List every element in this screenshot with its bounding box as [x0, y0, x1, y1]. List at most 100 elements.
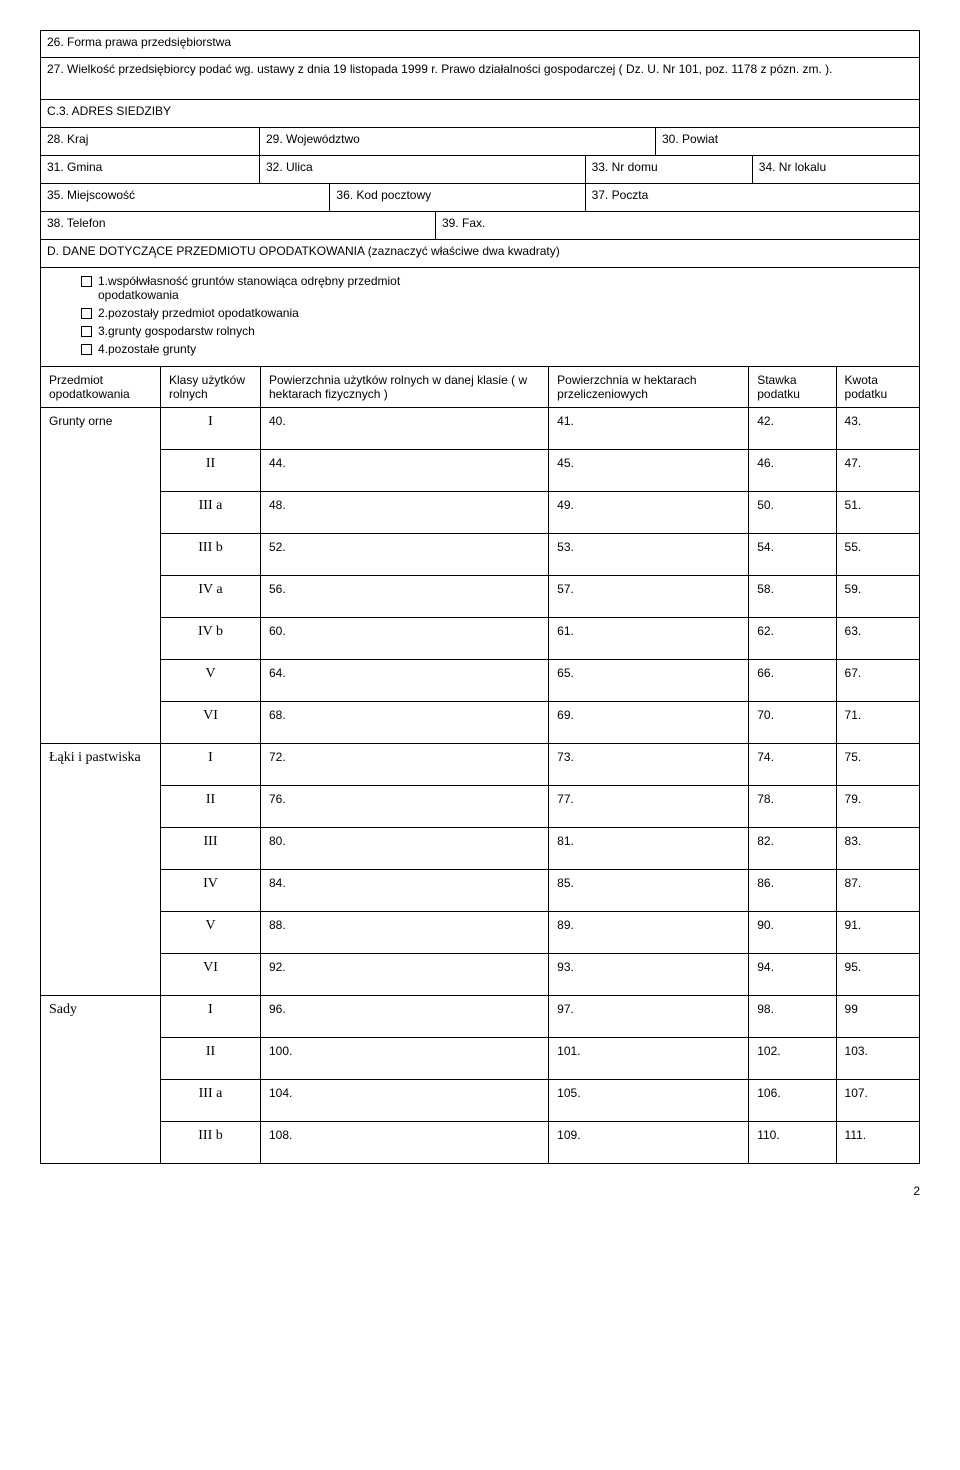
section-d-options: 1.współwłasność gruntów stanowiąca odręb…: [40, 268, 920, 366]
cell-klasa: IV: [161, 870, 261, 912]
cell-value: 64.: [261, 660, 549, 702]
table-row: III b52.53.54.55.: [41, 534, 920, 576]
cell-klasa: III a: [161, 1080, 261, 1122]
cell-value: 91.: [836, 912, 919, 954]
cell-value: 70.: [749, 702, 836, 744]
table-row: SadyI96.97.98.99: [41, 996, 920, 1038]
cell-value: 90.: [749, 912, 836, 954]
page-number: 2: [40, 1184, 920, 1198]
cell-value: 80.: [261, 828, 549, 870]
table-row: VI92.93.94.95.: [41, 954, 920, 996]
cell-value: 54.: [749, 534, 836, 576]
field-36: 36. Kod pocztowy: [330, 184, 585, 212]
cell-value: 85.: [549, 870, 749, 912]
cell-value: 72.: [261, 744, 549, 786]
cell-value: 42.: [749, 408, 836, 450]
cell-klasa: V: [161, 660, 261, 702]
table-row: II76.77.78.79.: [41, 786, 920, 828]
table-row: II44.45.46.47.: [41, 450, 920, 492]
cell-value: 71.: [836, 702, 919, 744]
cell-value: 75.: [836, 744, 919, 786]
th-pow-przel: Powierzchnia w hektarach przeliczeniowyc…: [549, 367, 749, 408]
cell-klasa: III b: [161, 534, 261, 576]
cell-value: 108.: [261, 1122, 549, 1164]
th-pow-fiz: Powierzchnia użytków rolnych w danej kla…: [261, 367, 549, 408]
checkbox-opt2[interactable]: [81, 308, 92, 319]
cell-value: 97.: [549, 996, 749, 1038]
cell-value: 44.: [261, 450, 549, 492]
cell-klasa: I: [161, 408, 261, 450]
cell-value: 99: [836, 996, 919, 1038]
cell-value: 61.: [549, 618, 749, 660]
cell-value: 94.: [749, 954, 836, 996]
field-29: 29. Województwo: [260, 128, 656, 156]
cell-value: 56.: [261, 576, 549, 618]
cell-klasa: II: [161, 1038, 261, 1080]
field-31: 31. Gmina: [40, 156, 260, 184]
table-row: V88.89.90.91.: [41, 912, 920, 954]
cell-value: 58.: [749, 576, 836, 618]
cell-value: 106.: [749, 1080, 836, 1122]
table-row: III a48.49.50.51.: [41, 492, 920, 534]
table-row: Łąki i pastwiskaI72.73.74.75.: [41, 744, 920, 786]
cell-klasa: I: [161, 996, 261, 1038]
table-row: II100.101.102.103.: [41, 1038, 920, 1080]
table-row: IV84.85.86.87.: [41, 870, 920, 912]
cell-value: 68.: [261, 702, 549, 744]
cell-value: 60.: [261, 618, 549, 660]
tax-table: Przedmiot opodatkowania Klasy użytków ro…: [40, 366, 920, 1164]
cell-value: 81.: [549, 828, 749, 870]
cell-klasa: II: [161, 786, 261, 828]
cell-value: 79.: [836, 786, 919, 828]
field-39: 39. Fax.: [436, 212, 920, 240]
group-name: Grunty orne: [41, 408, 161, 744]
label-opt3: 3.grunty gospodarstw rolnych: [98, 324, 255, 338]
cell-value: 82.: [749, 828, 836, 870]
table-row: V64.65.66.67.: [41, 660, 920, 702]
table-row: III a104.105.106.107.: [41, 1080, 920, 1122]
section-c3: C.3. ADRES SIEDZIBY: [40, 100, 920, 128]
cell-klasa: VI: [161, 702, 261, 744]
field-28: 28. Kraj: [40, 128, 260, 156]
cell-klasa: I: [161, 744, 261, 786]
cell-value: 110.: [749, 1122, 836, 1164]
field-38: 38. Telefon: [40, 212, 436, 240]
label-opt1: 1.współwłasność gruntów stanowiąca odręb…: [98, 274, 483, 302]
cell-klasa: III b: [161, 1122, 261, 1164]
cell-value: 111.: [836, 1122, 919, 1164]
cell-value: 57.: [549, 576, 749, 618]
table-row: Grunty orneI40.41.42.43.: [41, 408, 920, 450]
cell-value: 55.: [836, 534, 919, 576]
th-klasa: Klasy użytków rolnych: [161, 367, 261, 408]
cell-klasa: IV a: [161, 576, 261, 618]
field-27: 27. Wielkość przedsiębiorcy podać wg. us…: [40, 58, 920, 100]
group-name: Łąki i pastwiska: [41, 744, 161, 996]
cell-value: 43.: [836, 408, 919, 450]
cell-value: 50.: [749, 492, 836, 534]
cell-klasa: IV b: [161, 618, 261, 660]
section-d-title: D. DANE DOTYCZĄCE PRZEDMIOTU OPODATKOWAN…: [40, 240, 920, 268]
checkbox-opt3[interactable]: [81, 326, 92, 337]
cell-value: 49.: [549, 492, 749, 534]
cell-value: 67.: [836, 660, 919, 702]
cell-value: 93.: [549, 954, 749, 996]
cell-value: 76.: [261, 786, 549, 828]
cell-klasa: II: [161, 450, 261, 492]
cell-value: 47.: [836, 450, 919, 492]
th-stawka: Stawka podatku: [749, 367, 836, 408]
cell-value: 107.: [836, 1080, 919, 1122]
table-row: III80.81.82.83.: [41, 828, 920, 870]
cell-value: 100.: [261, 1038, 549, 1080]
field-26: 26. Forma prawa przedsiębiorstwa: [40, 30, 920, 58]
cell-value: 86.: [749, 870, 836, 912]
cell-value: 84.: [261, 870, 549, 912]
cell-value: 52.: [261, 534, 549, 576]
th-przedmiot: Przedmiot opodatkowania: [41, 367, 161, 408]
cell-value: 45.: [549, 450, 749, 492]
checkbox-opt4[interactable]: [81, 344, 92, 355]
label-opt2: 2.pozostały przedmiot opodatkowania: [98, 306, 299, 320]
cell-value: 74.: [749, 744, 836, 786]
cell-klasa: III: [161, 828, 261, 870]
cell-value: 41.: [549, 408, 749, 450]
checkbox-opt1[interactable]: [81, 276, 92, 287]
